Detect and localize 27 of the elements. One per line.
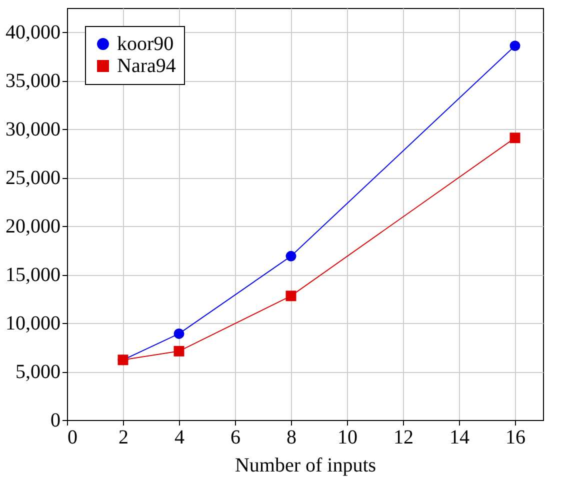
x-tick-label: 2 — [118, 426, 128, 448]
x-tick-label: 4 — [174, 426, 184, 448]
x-axis-title: Number of inputs — [234, 454, 376, 476]
x-tick-label: 0 — [68, 426, 78, 448]
point — [174, 328, 184, 339]
y-tick-label: 20,000 — [6, 216, 60, 238]
y-tick-label: 15,000 — [6, 264, 60, 286]
point — [286, 250, 296, 262]
point — [510, 40, 520, 52]
y-tick-label: 30,000 — [6, 118, 60, 141]
y-tick-label: 35,000 — [6, 70, 60, 92]
point — [286, 290, 296, 302]
x-tick-label: 12 — [394, 426, 414, 448]
y-tick-label: 5,000 — [16, 361, 60, 384]
legend-label: koor90 — [117, 33, 174, 55]
x-tick-label: 16 — [506, 426, 526, 448]
y-tick-label: 25,000 — [6, 167, 60, 190]
x-tick-label: 8 — [286, 426, 296, 448]
point — [510, 132, 520, 144]
y-tick-label: 40,000 — [6, 22, 60, 44]
y-tick-label: 10,000 — [6, 312, 60, 335]
legend-label: Nara94 — [117, 55, 176, 77]
x-tick-label: 14 — [450, 426, 470, 448]
x-tick-label: 6 — [230, 426, 240, 448]
y-tick-label: 0 — [50, 410, 60, 432]
point — [174, 346, 184, 356]
x-tick-label: 10 — [338, 426, 358, 448]
